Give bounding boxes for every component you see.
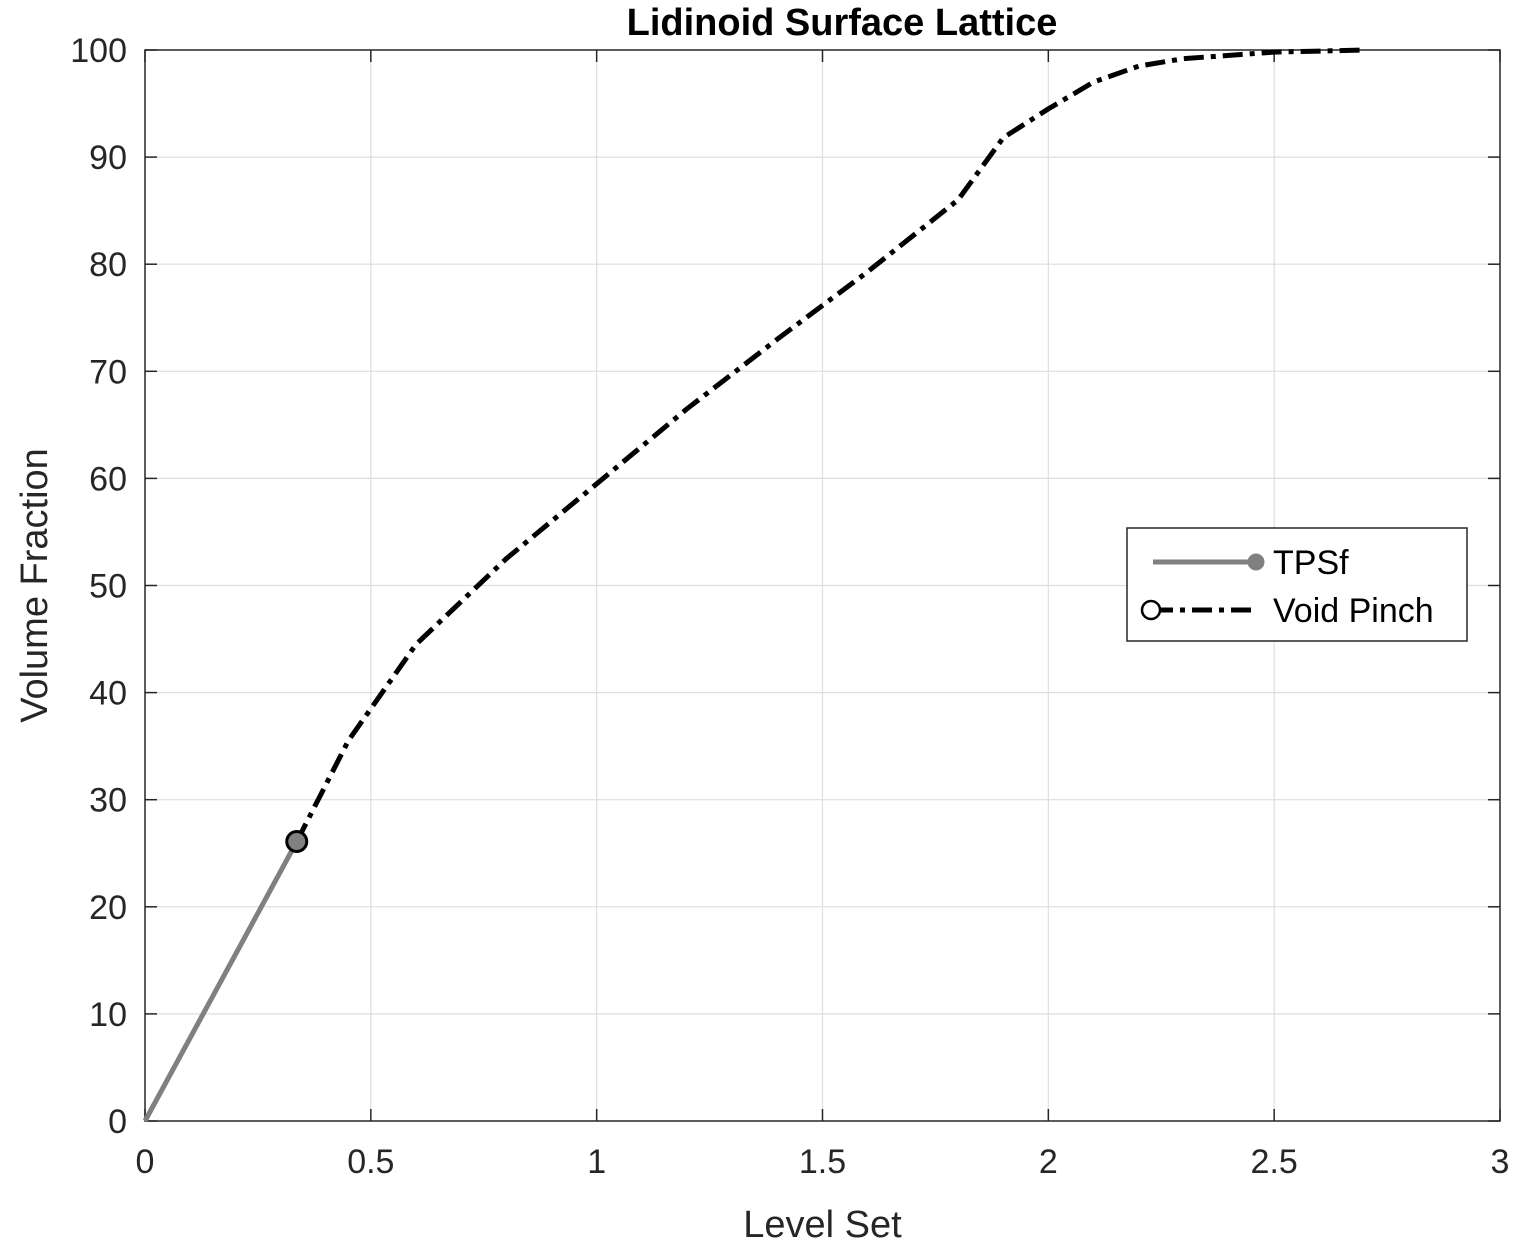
series-line-tpsf xyxy=(142,840,299,1123)
transition-marker xyxy=(285,829,309,853)
x-axis-title: Level Set xyxy=(743,1204,902,1244)
x-tick-label: 1 xyxy=(587,1143,606,1181)
y-tick-label: 90 xyxy=(89,139,127,177)
x-tick-label: 1.5 xyxy=(799,1143,846,1181)
y-tick-label: 70 xyxy=(89,353,127,391)
x-tick-label: 2.5 xyxy=(1251,1143,1298,1181)
x-tick-label: 3 xyxy=(1491,1143,1510,1181)
y-tick-label: 60 xyxy=(89,460,127,498)
x-tick-label: 2 xyxy=(1039,1143,1058,1181)
y-tick-label: 30 xyxy=(89,782,127,820)
x-tick-label: 0.5 xyxy=(347,1143,394,1181)
y-tick-label: 100 xyxy=(70,32,127,70)
legend-label-void-pinch: Void Pinch xyxy=(1273,592,1434,630)
y-tick-label: 40 xyxy=(89,675,127,713)
y-tick-label: 0 xyxy=(108,1103,127,1141)
y-axis-title: Volume Fraction xyxy=(14,448,56,723)
legend: TPSf Void Pinch xyxy=(1126,527,1468,642)
y-tick-label: 80 xyxy=(89,246,127,284)
legend-box xyxy=(1126,527,1468,642)
legend-marker-void-pinch xyxy=(1140,599,1162,621)
y-tick-label: 10 xyxy=(89,996,127,1034)
series-line-void-pinch xyxy=(294,47,1365,843)
x-tick-label: 0 xyxy=(136,1143,155,1181)
legend-label-tpsf: TPSf xyxy=(1273,544,1349,582)
y-tick-label: 50 xyxy=(89,568,127,606)
legend-marker-tpsf xyxy=(1247,553,1265,571)
axis-ticks xyxy=(144,49,1501,1122)
series-lines xyxy=(142,47,1365,1123)
y-tick-label: 20 xyxy=(89,889,127,927)
chart-title: Lidinoid Surface Lattice xyxy=(627,2,1058,44)
